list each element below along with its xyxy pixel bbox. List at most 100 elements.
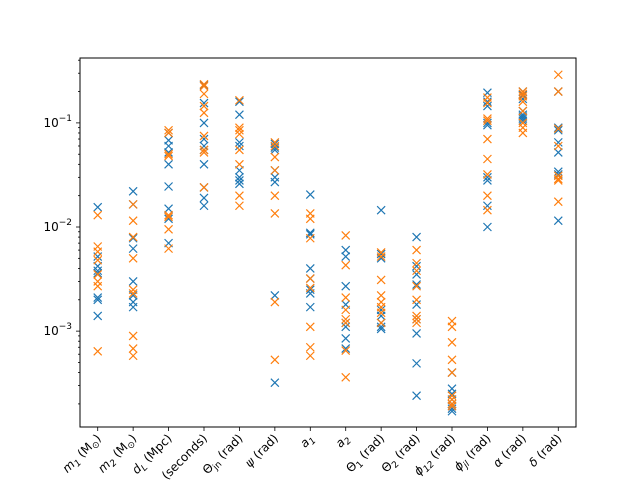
point-s1-c10-1 (447, 322, 457, 332)
point-s1-c3-6 (199, 145, 209, 155)
point-s0-c8-6 (376, 322, 386, 332)
point-s1-c13-6 (553, 176, 563, 185)
point-s0-c4-3 (235, 141, 244, 151)
point-s0-c0-0 (93, 202, 103, 212)
point-s1-c10-2 (447, 337, 457, 347)
plot-frame (79, 57, 577, 428)
point-s0-c7-5 (341, 322, 351, 332)
point-s1-c3-2 (199, 89, 209, 99)
point-s1-c3-4 (199, 108, 209, 118)
point-s0-c9-2 (412, 270, 421, 279)
point-s1-c13-2 (553, 124, 563, 134)
point-s0-c11-7 (483, 201, 492, 211)
point-s1-c2-0 (164, 125, 173, 135)
point-s1-c7-7 (341, 372, 351, 382)
point-s0-c5-6 (270, 291, 280, 300)
point-s1-c5-6 (270, 297, 280, 307)
point-s0-c7-1 (341, 252, 351, 262)
point-s1-c6-5 (305, 322, 315, 332)
point-s1-c1-3 (128, 253, 138, 263)
point-s1-c2-6 (164, 224, 173, 234)
point-s0-c3-1 (199, 98, 209, 108)
point-s1-c11-7 (483, 191, 492, 201)
point-s0-c0-4 (93, 268, 103, 278)
point-s0-c4-0 (235, 97, 244, 107)
point-s1-c2-1 (164, 128, 173, 138)
point-s1-c10-4 (447, 368, 457, 377)
point-s1-c0-4 (93, 270, 103, 279)
point-s1-c4-2 (235, 125, 244, 135)
point-s0-c4-2 (235, 137, 244, 147)
point-s1-c8-3 (376, 291, 386, 300)
point-s1-c9-4 (412, 295, 421, 305)
point-s1-c7-6 (341, 346, 351, 356)
point-s1-c2-4 (164, 210, 173, 220)
point-s1-c11-5 (483, 154, 492, 164)
point-s0-c4-5 (235, 172, 244, 182)
point-s0-c0-6 (93, 295, 103, 305)
point-s0-c1-4 (128, 277, 138, 286)
point-s1-c7-5 (341, 318, 351, 328)
point-s0-c4-6 (235, 176, 244, 185)
point-s1-c4-5 (235, 159, 244, 169)
point-s1-c1-6 (128, 331, 138, 341)
point-s1-c13-5 (553, 174, 563, 184)
point-s0-c11-3 (483, 118, 492, 128)
point-s1-c11-8 (483, 205, 492, 215)
point-s0-c13-7 (553, 216, 563, 226)
point-s1-c6-4 (305, 283, 315, 293)
point-s1-c12-3 (518, 97, 528, 107)
point-s0-c3-6 (199, 159, 209, 169)
point-s1-c5-2 (270, 152, 280, 162)
point-s1-c5-3 (270, 165, 280, 175)
point-s1-c6-1 (305, 214, 315, 224)
point-s1-c5-1 (270, 141, 280, 151)
point-s0-c13-5 (553, 167, 563, 177)
point-s0-c3-2 (199, 118, 209, 128)
point-s0-c9-0 (412, 232, 421, 242)
point-s0-c13-4 (553, 148, 563, 157)
point-s0-c11-2 (483, 101, 492, 111)
point-s1-c8-1 (376, 252, 386, 262)
point-s1-c3-0 (199, 79, 209, 89)
point-s1-c3-5 (199, 131, 209, 141)
point-s0-c9-7 (412, 358, 421, 368)
point-s1-c8-6 (376, 308, 386, 318)
point-s0-c12-7 (518, 116, 528, 126)
point-s1-c11-6 (483, 169, 492, 179)
point-s0-c3-9 (199, 201, 209, 211)
point-s0-c9-3 (412, 280, 421, 289)
point-s1-c11-2 (483, 114, 492, 124)
point-s1-c3-7 (199, 148, 209, 157)
point-s1-c2-7 (164, 244, 173, 254)
point-s1-c7-2 (341, 293, 351, 303)
point-s1-c11-4 (483, 134, 492, 144)
point-s0-c5-5 (270, 177, 280, 187)
point-s1-c9-7 (412, 318, 421, 328)
point-s1-c5-7 (270, 355, 280, 365)
point-s0-c12-1 (518, 90, 528, 100)
point-s0-c8-0 (376, 205, 386, 215)
point-s0-c6-5 (305, 285, 315, 295)
point-s1-c0-7 (93, 346, 103, 356)
point-s1-c2-3 (164, 151, 173, 161)
point-s1-c1-5 (128, 289, 138, 298)
point-s0-c1-2 (128, 233, 138, 243)
point-s1-c8-2 (376, 275, 386, 285)
point-s0-c12-6 (518, 114, 528, 124)
point-s0-c9-6 (412, 329, 421, 338)
point-s0-c11-1 (483, 97, 492, 107)
point-s1-c11-3 (483, 116, 492, 126)
point-s0-c2-6 (164, 204, 173, 214)
point-s1-c5-5 (270, 209, 280, 218)
point-s0-c2-4 (164, 159, 173, 169)
point-s0-c0-5 (93, 293, 103, 303)
point-s1-c10-8 (447, 401, 457, 411)
point-s0-c2-5 (164, 182, 173, 191)
point-s0-c7-6 (341, 334, 351, 343)
point-s1-c13-0 (553, 70, 563, 80)
y-tick-label-0: 10−3 (43, 322, 72, 338)
point-s1-c6-3 (305, 274, 315, 283)
